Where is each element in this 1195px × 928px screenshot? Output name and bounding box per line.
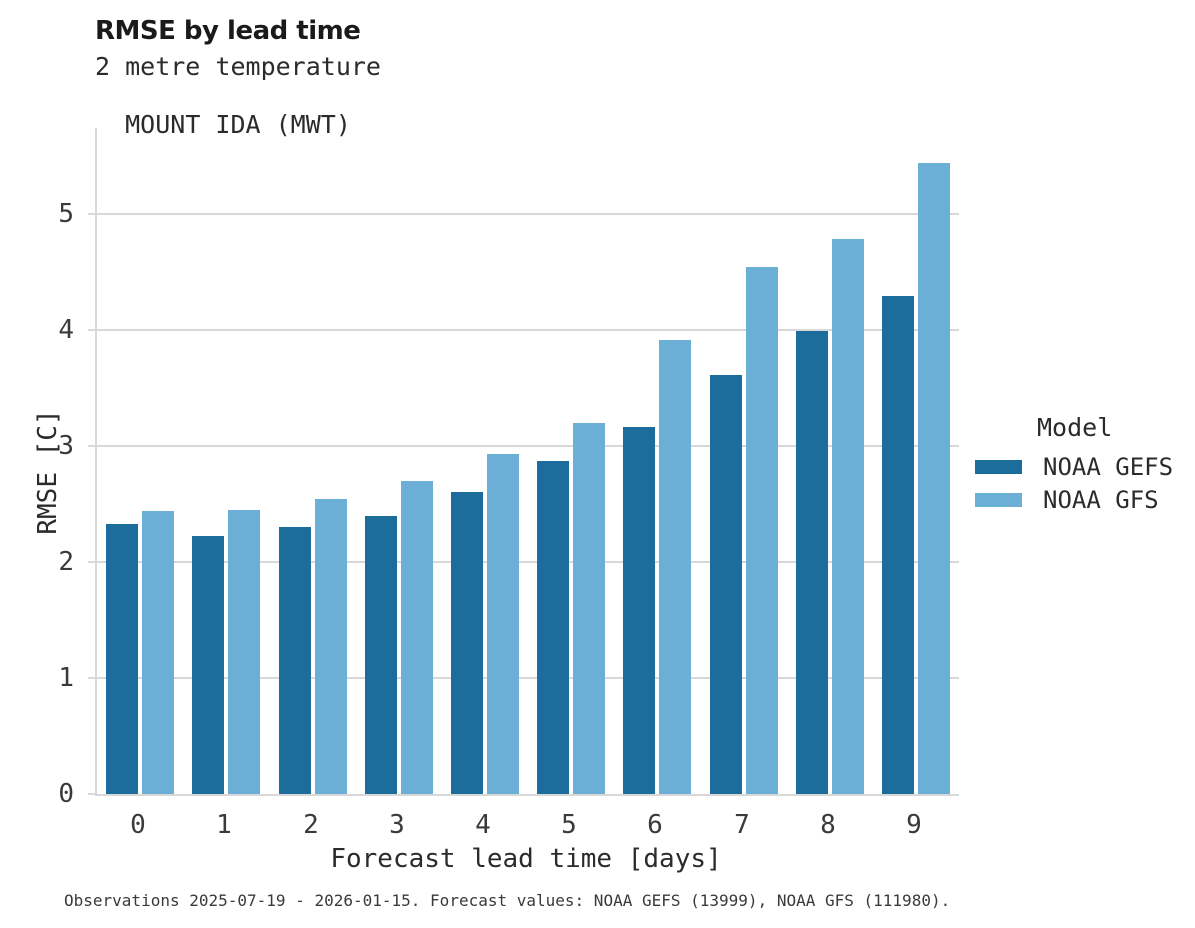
gridline-y-5 xyxy=(97,212,959,215)
bar-noaa-gefs-lead-3 xyxy=(365,516,397,794)
bar-noaa-gfs-lead-1 xyxy=(228,510,260,794)
legend-entry-noaa-gefs: NOAA GEFS xyxy=(975,450,1173,483)
bar-noaa-gfs-lead-7 xyxy=(746,267,778,794)
y-tick-label-1: 1 xyxy=(58,662,74,693)
y-tick-label-4: 4 xyxy=(58,314,74,345)
y-tick-label-5: 5 xyxy=(58,198,74,229)
bar-noaa-gefs-lead-6 xyxy=(623,427,655,794)
bar-noaa-gfs-lead-6 xyxy=(659,340,691,794)
legend-entries: NOAA GEFS NOAA GFS xyxy=(975,450,1173,516)
chart-subtitle-line2: MOUNT IDA (MWT) xyxy=(125,110,351,139)
x-tick-label-2: 2 xyxy=(303,810,319,840)
chart-subtitle: 2 metre temperature MOUNT IDA (MWT) xyxy=(95,52,381,139)
y-tick-label-0: 0 xyxy=(58,779,74,809)
y-tick-label-3: 3 xyxy=(58,430,74,461)
x-tick-label-9: 9 xyxy=(906,810,922,840)
bar-noaa-gefs-lead-9 xyxy=(882,296,914,794)
bar-noaa-gefs-lead-8 xyxy=(796,331,828,794)
y-tick-mark-5 xyxy=(88,212,95,215)
x-tick-label-8: 8 xyxy=(820,810,836,840)
y-tick-label-2: 2 xyxy=(58,546,74,577)
legend-swatch xyxy=(975,492,1022,507)
y-tick-mark-1 xyxy=(88,676,95,679)
legend-swatch xyxy=(975,459,1022,474)
gridline-y-1 xyxy=(97,676,959,679)
bar-noaa-gefs-lead-5 xyxy=(537,461,569,794)
gridline-y-3 xyxy=(97,444,959,447)
bar-noaa-gfs-lead-8 xyxy=(832,239,864,794)
bar-noaa-gfs-lead-9 xyxy=(918,163,950,794)
bar-noaa-gfs-lead-4 xyxy=(487,454,519,794)
x-tick-label-5: 5 xyxy=(561,810,577,840)
gridline-y-4 xyxy=(97,328,959,331)
x-tick-label-3: 3 xyxy=(389,810,405,840)
gridline-y-2 xyxy=(97,560,959,563)
plot-area xyxy=(88,128,959,796)
chart-subtitle-line1: 2 metre temperature xyxy=(95,52,381,81)
bar-noaa-gefs-lead-7 xyxy=(710,375,742,794)
bar-noaa-gfs-lead-0 xyxy=(142,511,174,794)
bar-noaa-gfs-lead-2 xyxy=(315,499,347,794)
chart-title: RMSE by lead time xyxy=(95,16,361,46)
legend-label: NOAA GEFS xyxy=(1043,452,1174,481)
x-axis-label: Forecast lead time [days] xyxy=(330,844,722,874)
bar-noaa-gefs-lead-0 xyxy=(106,524,138,794)
caption: Observations 2025-07-19 - 2026-01-15. Fo… xyxy=(64,891,951,910)
bar-noaa-gfs-lead-5 xyxy=(573,423,605,794)
legend-label: NOAA GFS xyxy=(1043,485,1159,514)
legend-entry-noaa-gfs: NOAA GFS xyxy=(975,483,1173,516)
legend-title: Model xyxy=(1037,413,1113,442)
x-tick-label-1: 1 xyxy=(216,810,232,840)
x-tick-label-4: 4 xyxy=(475,810,491,840)
x-tick-label-6: 6 xyxy=(647,810,663,840)
bar-noaa-gefs-lead-4 xyxy=(451,492,483,794)
bar-noaa-gfs-lead-3 xyxy=(401,481,433,794)
x-tick-label-0: 0 xyxy=(130,810,146,840)
legend: Model NOAA GEFS NOAA GFS xyxy=(975,413,1173,516)
x-tick-label-7: 7 xyxy=(734,810,750,840)
y-tick-mark-3 xyxy=(88,444,95,447)
y-tick-mark-4 xyxy=(88,328,95,331)
y-tick-mark-2 xyxy=(88,560,95,563)
y-tick-mark-0 xyxy=(88,793,95,795)
bar-noaa-gefs-lead-2 xyxy=(279,527,311,794)
bar-noaa-gefs-lead-1 xyxy=(192,536,224,794)
